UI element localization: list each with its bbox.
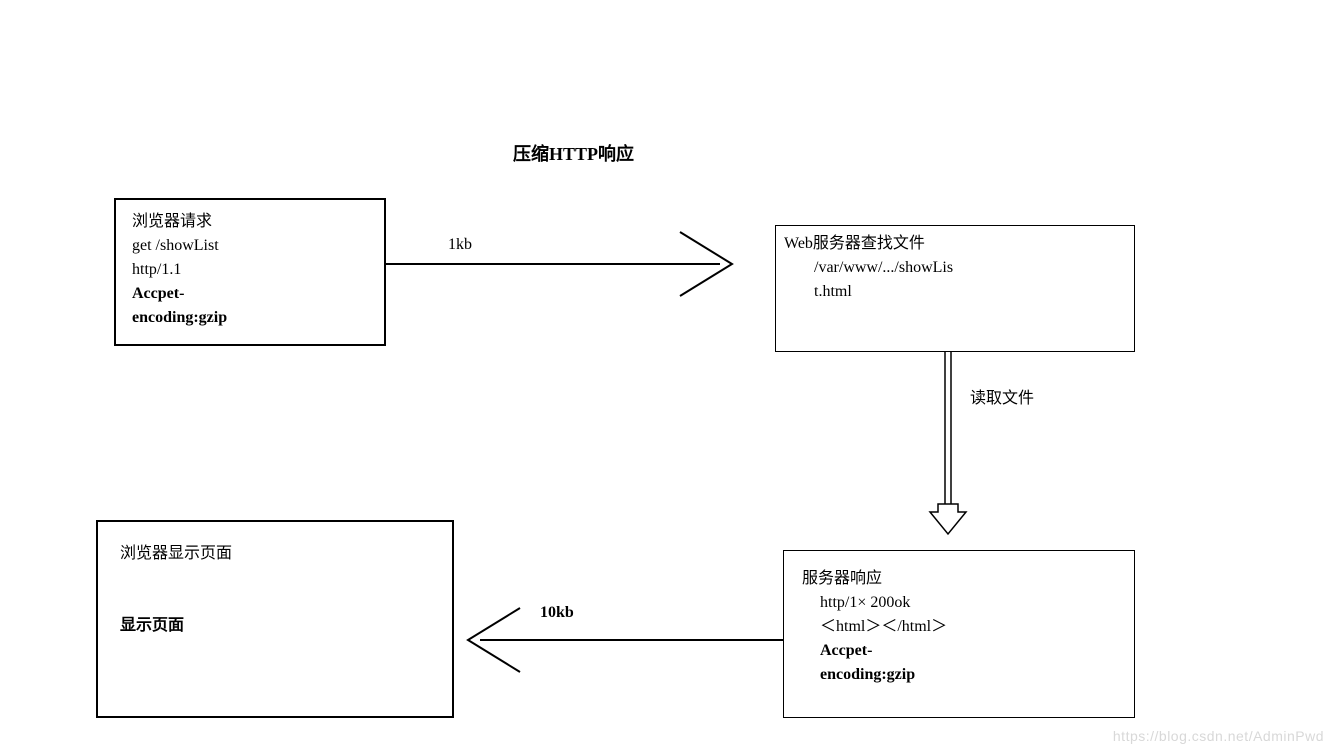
node-server-lookup: Web服务器查找文件 /var/www/.../showLis t.html bbox=[775, 225, 1135, 352]
node-server-response: 服务器响应 http/1× 200ok ＜html＞＜/html＞ Accpet… bbox=[783, 550, 1135, 718]
text-line bbox=[120, 590, 452, 614]
watermark: https://blog.csdn.net/AdminPwd bbox=[1113, 728, 1324, 744]
edge-label-1kb: 1kb bbox=[448, 236, 472, 254]
text-line: Accpet- bbox=[802, 639, 1134, 663]
edge-label-10kb: 10kb bbox=[540, 604, 574, 622]
text-line: http/1.1 bbox=[132, 258, 384, 282]
diagram-title: 压缩HTTP响应 bbox=[513, 140, 634, 166]
node-browser-request: 浏览器请求 get /showList http/1.1 Accpet- enc… bbox=[114, 198, 386, 346]
text-line: get /showList bbox=[132, 234, 384, 258]
text-line: encoding:gzip bbox=[132, 306, 384, 330]
text-line: Accpet- bbox=[132, 282, 384, 306]
text-line: ＜html＞＜/html＞ bbox=[802, 615, 1134, 639]
text-line: t.html bbox=[784, 280, 1134, 304]
text-line: Web服务器查找文件 bbox=[784, 232, 1134, 256]
edge-req-to-server bbox=[386, 232, 732, 296]
text-line bbox=[120, 566, 452, 590]
edge-lookup-to-response bbox=[930, 352, 966, 534]
edge-response-to-browser bbox=[468, 608, 783, 672]
text-line: 显示页面 bbox=[120, 614, 452, 638]
text-line: 浏览器请求 bbox=[132, 210, 384, 234]
text-line: encoding:gzip bbox=[802, 663, 1134, 687]
text-line: 浏览器显示页面 bbox=[120, 542, 452, 566]
diagram-canvas: 压缩HTTP响应 浏览器请求 get /showList http/1.1 Ac… bbox=[0, 0, 1332, 748]
text-line: http/1× 200ok bbox=[802, 591, 1134, 615]
text-line: /var/www/.../showLis bbox=[784, 256, 1134, 280]
text-line: 服务器响应 bbox=[802, 567, 1134, 591]
node-browser-display: 浏览器显示页面 显示页面 bbox=[96, 520, 454, 718]
edge-label-readfile: 读取文件 bbox=[970, 384, 1034, 408]
